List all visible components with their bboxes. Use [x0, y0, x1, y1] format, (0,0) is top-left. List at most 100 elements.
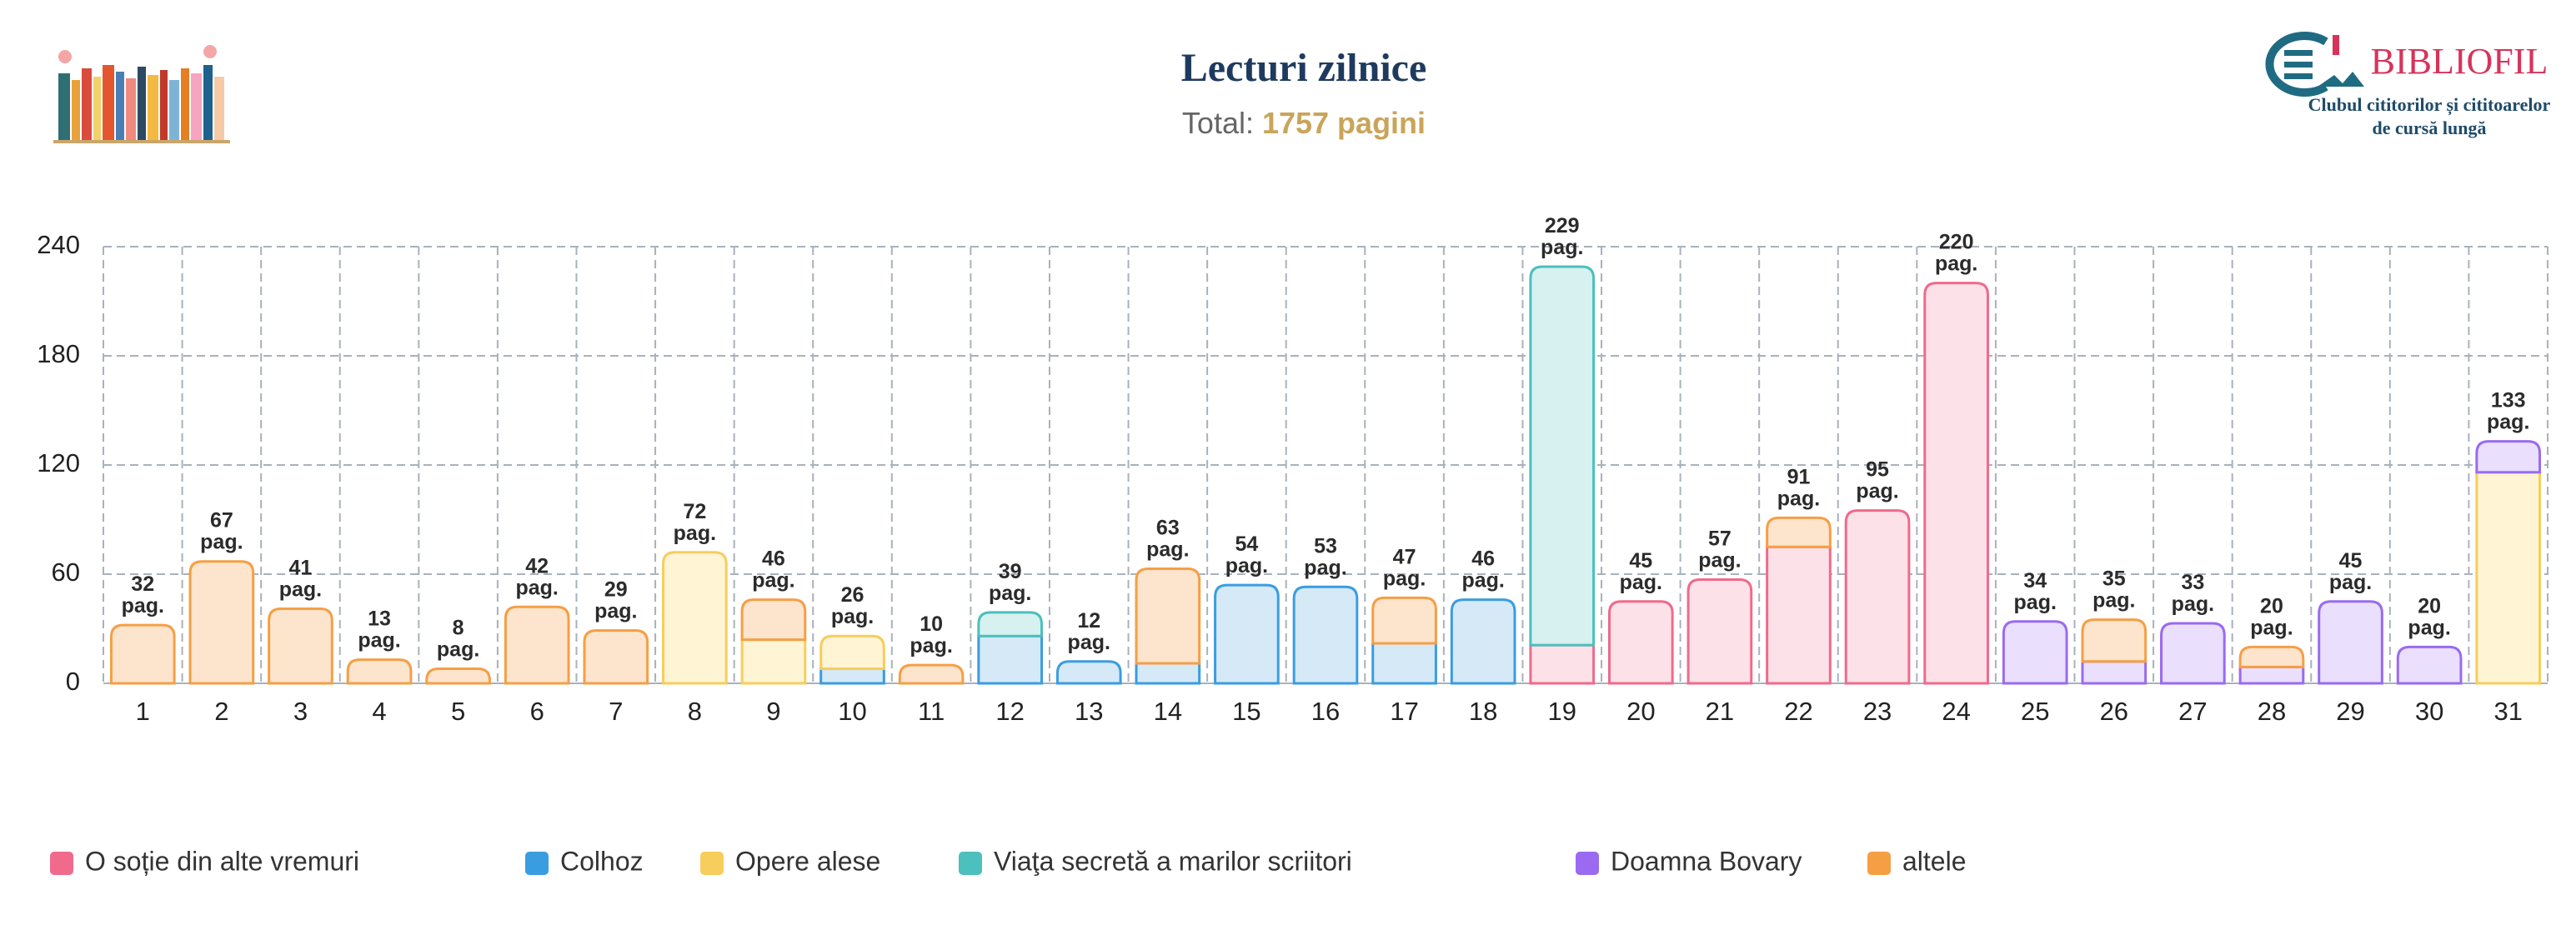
- legend-swatch: [525, 852, 549, 875]
- x-tick-label: 26: [2100, 697, 2128, 726]
- x-tick-label: 14: [1154, 697, 1182, 726]
- data-label-unit: pag.: [910, 634, 952, 658]
- data-label: 45 pag.: [1620, 548, 1662, 593]
- x-tick-label: 8: [688, 697, 702, 726]
- data-label-unit: pag.: [2408, 616, 2450, 639]
- data-label-value: 41: [289, 556, 313, 579]
- x-tick-label: 1: [136, 697, 150, 726]
- bar-segment: [2475, 471, 2542, 685]
- chart-subtitle: Total: 1757 pagini: [1182, 106, 1426, 140]
- x-tick-label: 6: [530, 697, 544, 726]
- legend-item[interactable]: Colhoz: [525, 846, 644, 876]
- bar-segment: [1450, 598, 1516, 685]
- x-tick-label: 28: [2258, 697, 2286, 726]
- bar-segment: [188, 560, 255, 685]
- legend-item[interactable]: Viaţa secretă a marilor scriitori: [959, 846, 1352, 876]
- x-tick-label: 19: [1547, 697, 1576, 726]
- data-label: 10 pag.: [910, 612, 952, 658]
- data-label-value: 42: [525, 554, 549, 578]
- x-tick-label: 11: [918, 697, 945, 726]
- y-tick-label: 240: [37, 230, 80, 259]
- data-label-value: 26: [841, 583, 865, 607]
- bar-segment: [2002, 620, 2068, 685]
- x-tick-label: 27: [2178, 697, 2207, 726]
- bar-segment: [1135, 567, 1201, 665]
- brand-tagline: de cursă lungă: [2373, 118, 2487, 138]
- data-label-value: 46: [762, 547, 785, 570]
- data-label-unit: pag.: [1541, 236, 1583, 259]
- data-label-unit: pag.: [2329, 570, 2372, 593]
- x-tick-label: 10: [838, 697, 866, 726]
- data-label-unit: pag.: [752, 568, 794, 592]
- data-label: 46 pag.: [752, 547, 794, 592]
- data-label-value: 34: [2023, 568, 2047, 592]
- data-label-value: 220: [1939, 230, 1974, 253]
- bar-segment: [2081, 660, 2148, 685]
- bar-segment: [1686, 578, 1753, 685]
- legend-swatch: [1576, 852, 1599, 875]
- bar-segment: [2475, 440, 2542, 474]
- data-label: 39 pag.: [989, 559, 1031, 604]
- bar-segment: [1844, 509, 1911, 685]
- subtitle-label: Total:: [1182, 106, 1254, 140]
- legend-item[interactable]: Doamna Bovary: [1576, 846, 1802, 876]
- bar-segment: [2318, 600, 2383, 685]
- data-label-value: 29: [604, 578, 628, 601]
- bar-segment: [583, 629, 649, 685]
- data-label-unit: pag.: [122, 594, 164, 618]
- x-tick-label: 9: [766, 697, 780, 726]
- data-label-value: 72: [683, 499, 706, 522]
- x-tick-label: 3: [293, 697, 308, 726]
- bar-segment: [2238, 665, 2305, 685]
- data-label: 220 pag.: [1935, 230, 1977, 275]
- data-label-unit: pag.: [2014, 590, 2057, 613]
- data-label-value: 35: [2102, 567, 2126, 590]
- bar-segment: [109, 623, 176, 685]
- x-tick-label: 18: [1469, 697, 1497, 726]
- chart-title: Lecturi zilnice: [1181, 46, 1427, 90]
- bar-segment: [1055, 660, 1122, 685]
- data-label: 229 pag.: [1541, 214, 1583, 259]
- data-label: 12 pag.: [1068, 608, 1110, 653]
- x-tick-label: 30: [2415, 697, 2443, 726]
- legend-swatch: [50, 852, 73, 875]
- data-label-value: 45: [2339, 548, 2363, 572]
- bar-segment: [1371, 642, 1437, 685]
- data-label: 29 pag.: [594, 578, 637, 622]
- bar-segment: [1923, 282, 1989, 685]
- x-tick-label: 13: [1075, 697, 1103, 726]
- x-tick-label: 17: [1390, 697, 1418, 726]
- data-label: 32 pag.: [122, 572, 164, 618]
- bar-segment: [977, 611, 1044, 638]
- data-label-value: 229: [1545, 214, 1580, 238]
- legend-item[interactable]: altele: [1867, 846, 1967, 876]
- data-label-value: 20: [2260, 594, 2283, 618]
- data-label-value: 53: [1314, 534, 1337, 558]
- legend-item[interactable]: O soție din alte vremuri: [50, 846, 359, 876]
- bar-segment: [898, 663, 965, 685]
- bar-segment: [819, 634, 885, 671]
- data-label-value: 10: [920, 612, 943, 636]
- bar-segment: [2238, 645, 2305, 668]
- data-label-unit: pag.: [1068, 630, 1110, 653]
- legend-swatch: [700, 852, 724, 875]
- data-label-unit: pag.: [358, 628, 400, 652]
- x-tick-label: 15: [1232, 697, 1260, 726]
- bar-segment: [504, 605, 570, 685]
- legend-label: Doamna Bovary: [1611, 846, 1802, 876]
- legend-swatch: [959, 852, 982, 875]
- data-label: 33 pag.: [2172, 571, 2214, 616]
- data-label: 91 pag.: [1777, 465, 1820, 510]
- data-label-unit: pag.: [1935, 252, 1977, 275]
- data-label-value: 133: [2491, 388, 2526, 412]
- x-tick-label: 21: [1706, 697, 1734, 726]
- data-label: 54 pag.: [1225, 532, 1268, 578]
- x-tick-label: 4: [372, 697, 386, 726]
- data-label-value: 91: [1787, 465, 1811, 488]
- data-label-unit: pag.: [279, 578, 322, 601]
- bar-segment: [1766, 516, 1832, 548]
- data-label-unit: pag.: [1777, 487, 1820, 510]
- data-label-unit: pag.: [2172, 592, 2214, 616]
- bar-segment: [2081, 618, 2148, 663]
- legend-item[interactable]: Opere alese: [700, 846, 880, 876]
